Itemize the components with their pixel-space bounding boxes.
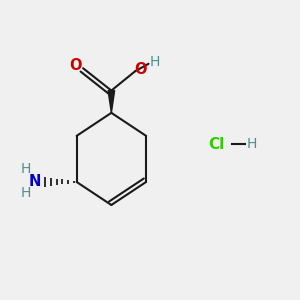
Text: O: O <box>134 62 147 77</box>
Text: O: O <box>69 58 82 74</box>
Text: H: H <box>21 163 31 176</box>
Text: Cl: Cl <box>209 136 225 152</box>
Text: H: H <box>247 137 257 151</box>
Polygon shape <box>108 91 115 113</box>
Text: H: H <box>21 186 31 200</box>
Text: N: N <box>29 175 41 190</box>
Text: H: H <box>150 55 160 69</box>
